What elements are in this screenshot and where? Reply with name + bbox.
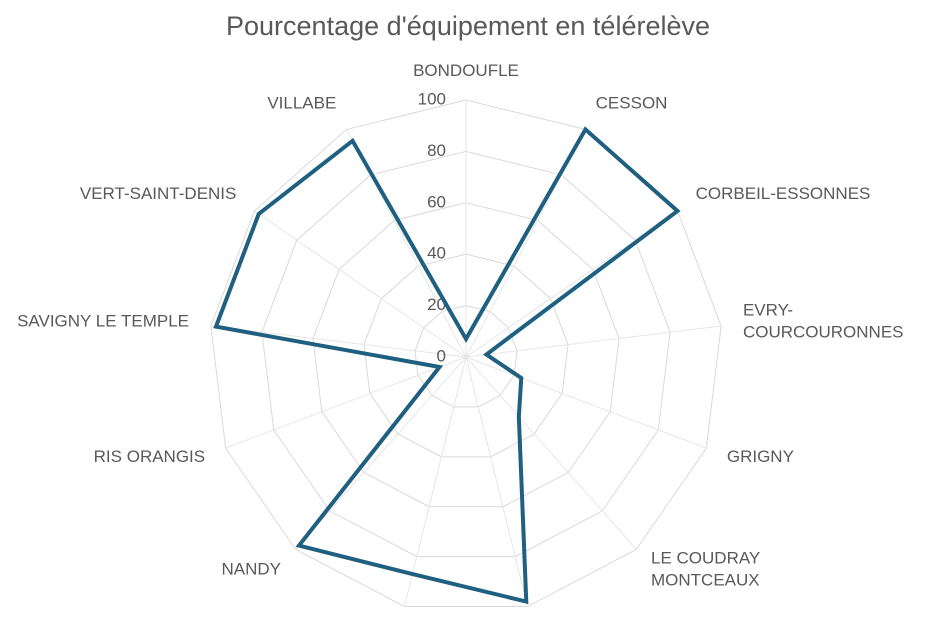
category-label: BONDOUFLE (413, 61, 519, 80)
category-label: LISSES (340, 623, 400, 626)
category-label: EVRY-COURCOURONNES (743, 301, 904, 342)
r-tick-label: 100 (418, 89, 446, 108)
r-tick-label: 80 (427, 141, 446, 160)
r-tick-label: 40 (427, 244, 446, 263)
grid-spoke (404, 356, 467, 607)
category-label: SAVIGNY LE TEMPLE (17, 312, 189, 331)
category-label: RIS ORANGIS (94, 448, 205, 467)
grid-spoke (465, 356, 637, 550)
grid-spoke (465, 356, 707, 449)
category-label: VERT-SAINT-DENIS (80, 185, 237, 204)
category-label: CESSON (596, 94, 668, 113)
grid-spoke (254, 210, 467, 358)
grid-ring (312, 202, 620, 508)
grid-ring (414, 305, 518, 408)
grid-spoke (465, 356, 528, 607)
radar-line (213, 126, 681, 605)
category-label: VILLABE (267, 94, 336, 113)
grid-ring (210, 99, 722, 608)
category-label: NANDY (221, 560, 281, 579)
category-label: LIEUSAINT (533, 623, 621, 626)
chart-title: Pourcentage d'équipement en télérelève (226, 11, 710, 41)
category-label: CORBEIL-ESSONNES (696, 185, 871, 204)
grid-spoke (210, 325, 467, 358)
r-tick-label: 0 (437, 346, 446, 365)
category-label: LE COUDRAY MONTCEAUX (651, 549, 760, 590)
grid-spoke (225, 356, 467, 449)
r-tick-label: 60 (427, 192, 446, 211)
grid-spoke (295, 356, 467, 550)
grid-ring (261, 150, 671, 558)
grid-spoke (465, 325, 722, 358)
category-label: GRIGNY (727, 448, 794, 467)
